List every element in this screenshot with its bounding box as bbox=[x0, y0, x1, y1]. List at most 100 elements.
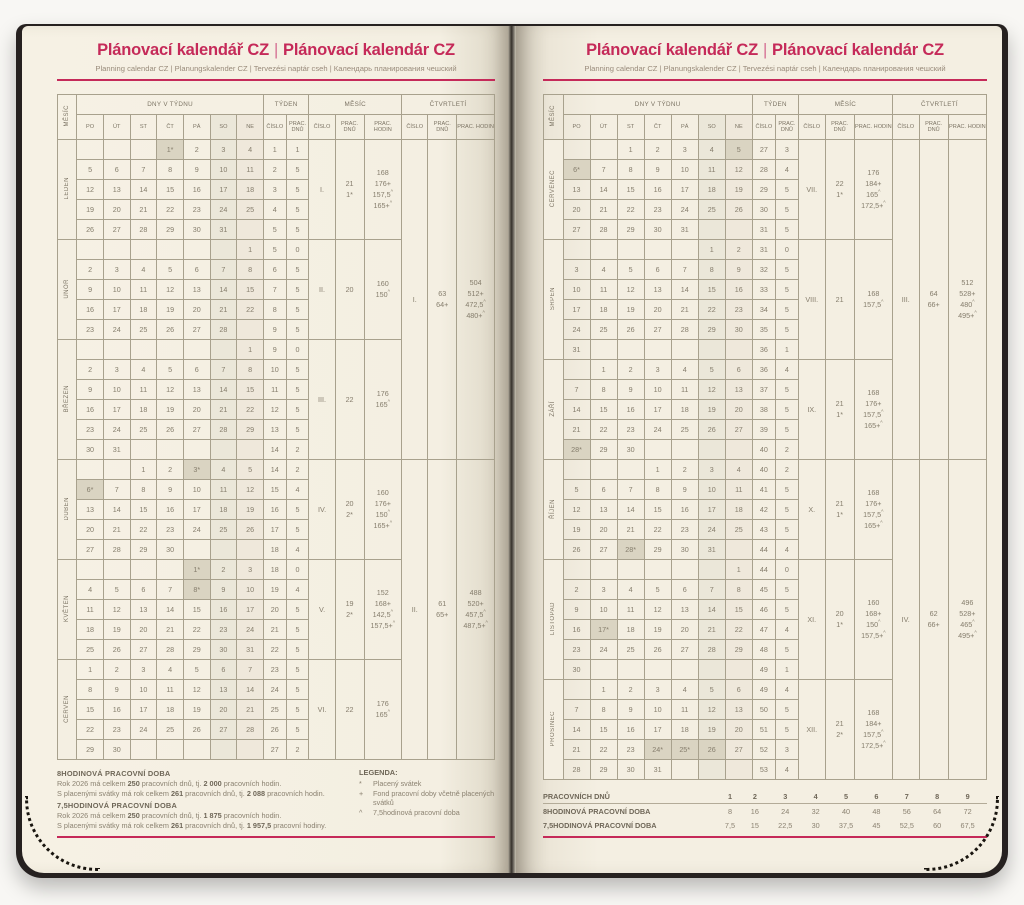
week-workdays: 5 bbox=[285, 699, 310, 720]
day-cell: 8 bbox=[236, 359, 264, 380]
week-number: 36 bbox=[751, 359, 776, 380]
day-cell: 7 bbox=[562, 379, 591, 400]
title-rule bbox=[543, 79, 987, 81]
day-cell: 31 bbox=[209, 219, 238, 240]
day-cell: 6 bbox=[209, 659, 238, 680]
header-day-6: NE bbox=[236, 114, 264, 140]
week-workdays: 5 bbox=[285, 279, 310, 300]
day-cell: 29 bbox=[156, 219, 184, 240]
month-name-LEDEN: LEDEN bbox=[56, 139, 78, 240]
week-number: 40 bbox=[751, 439, 776, 460]
day-cell: 26 bbox=[102, 639, 131, 660]
month-workhours: 168 157,5^ bbox=[853, 239, 893, 360]
caret-symbol: ^ bbox=[359, 807, 363, 817]
day-cell bbox=[643, 659, 672, 680]
week-workdays: 5 bbox=[285, 299, 310, 320]
legend: LEGENDA: * Placený svátek + Fond pracovn… bbox=[359, 767, 495, 831]
day-cell bbox=[209, 539, 238, 560]
day-cell: 20 bbox=[182, 399, 211, 420]
day-cell bbox=[616, 459, 645, 480]
day-cell bbox=[616, 659, 645, 680]
header-week-workdays: PRAC. DNŮ bbox=[285, 114, 310, 140]
day-cell: 28 bbox=[697, 639, 726, 660]
hours-value: 67,5 bbox=[960, 820, 975, 830]
week-workdays: 5 bbox=[774, 259, 799, 280]
day-cell bbox=[209, 439, 238, 460]
day-cell: 1 bbox=[616, 139, 645, 160]
day-cell: 17 bbox=[102, 299, 131, 320]
week-number: 14 bbox=[262, 439, 287, 460]
day-cell: 8 bbox=[724, 579, 753, 600]
day-cell: 10 bbox=[102, 379, 131, 400]
day-cell: 29 bbox=[616, 219, 645, 240]
month-workhours: 160 176+ 150^ 165+^ bbox=[363, 459, 403, 560]
day-cell: 13 bbox=[182, 379, 211, 400]
day-cell: 15 bbox=[156, 179, 184, 200]
day-cell: 8 bbox=[156, 159, 184, 180]
month-number: I. bbox=[308, 139, 336, 240]
day-cell: 25 bbox=[724, 519, 753, 540]
day-cell bbox=[724, 439, 753, 460]
week-number: 29 bbox=[751, 179, 776, 200]
day-cell: 10 bbox=[643, 379, 672, 400]
header-month-workdays: PRAC. DNŮ bbox=[824, 114, 855, 140]
day-cell bbox=[156, 339, 184, 360]
week-workdays: 4 bbox=[774, 159, 799, 180]
header-quarter-workdays: PRAC. DNŮ bbox=[918, 114, 949, 140]
day-cell: 28 bbox=[209, 319, 238, 340]
month-name-PROSINEC: PROSINEC bbox=[543, 679, 564, 780]
month-name-KVĚTEN: KVĚTEN bbox=[56, 559, 78, 660]
summary-8h-line1: Rok 2026 má celkem 250 pracovních dnů, t… bbox=[57, 779, 282, 788]
week-workdays: 1 bbox=[774, 659, 799, 680]
week-number: 26 bbox=[262, 719, 287, 740]
week-workdays: 5 bbox=[285, 419, 310, 440]
day-cell: 3 bbox=[643, 359, 672, 380]
month-workhours: 168 176+ 157,5^ 165+^ bbox=[853, 359, 893, 460]
day-cell: 8* bbox=[182, 579, 211, 600]
week-number: 42 bbox=[751, 499, 776, 520]
month-workdays: 21 1* bbox=[824, 459, 855, 560]
header-month: MĚSÍC bbox=[308, 94, 403, 115]
day-cell: 18 bbox=[724, 499, 753, 520]
day-cell: 16 bbox=[670, 499, 699, 520]
day-cell: 23 bbox=[643, 199, 672, 220]
week-number: 17 bbox=[262, 519, 287, 540]
day-cell: 29 bbox=[76, 739, 104, 760]
week-number: 8 bbox=[262, 299, 287, 320]
week-workdays: 5 bbox=[285, 199, 310, 220]
header-week: TÝDEN bbox=[751, 94, 799, 115]
day-cell: 30 bbox=[209, 639, 238, 660]
week-number: 52 bbox=[751, 739, 776, 760]
legend-item-label: 7,5hodinová pracovní doba bbox=[373, 807, 460, 817]
workdays-count: 6 bbox=[865, 789, 888, 804]
header-quarter: ČTVRTLETÍ bbox=[891, 94, 988, 115]
day-cell bbox=[697, 219, 726, 240]
workdays-count: 4 bbox=[804, 789, 827, 804]
day-cell: 4 bbox=[76, 579, 104, 600]
week-number: 39 bbox=[751, 419, 776, 440]
day-cell: 8 bbox=[236, 259, 264, 280]
week-number: 40 bbox=[751, 459, 776, 480]
day-cell: 5 bbox=[182, 659, 211, 680]
month-number: IV. bbox=[308, 459, 336, 560]
day-cell bbox=[129, 739, 158, 760]
week-workdays: 2 bbox=[774, 459, 799, 480]
hours-row-label: 7,5HODINOVÁ PRACOVNÍ DOBA bbox=[543, 820, 657, 830]
day-cell: 24 bbox=[102, 419, 131, 440]
asterisk-symbol: * bbox=[359, 779, 362, 788]
day-cell: 20 bbox=[209, 699, 238, 720]
header-week: TÝDEN bbox=[262, 94, 310, 115]
day-cell: 27 bbox=[724, 419, 753, 440]
month-name-ČERVENEC: ČERVENEC bbox=[543, 139, 564, 240]
day-cell bbox=[589, 139, 618, 160]
day-cell: 21 bbox=[209, 299, 238, 320]
day-cell: 18 bbox=[129, 399, 158, 420]
day-cell: 30 bbox=[643, 219, 672, 240]
day-cell: 1 bbox=[76, 659, 104, 680]
day-cell: 17 bbox=[182, 499, 211, 520]
day-cell: 2 bbox=[562, 579, 591, 600]
day-cell: 3 bbox=[236, 559, 264, 580]
summary-75h-line1: Rok 2026 má celkem 250 pracovních dnů, t… bbox=[57, 811, 282, 820]
day-cell: 6 bbox=[102, 159, 131, 180]
header-day-2: ST bbox=[129, 114, 158, 140]
